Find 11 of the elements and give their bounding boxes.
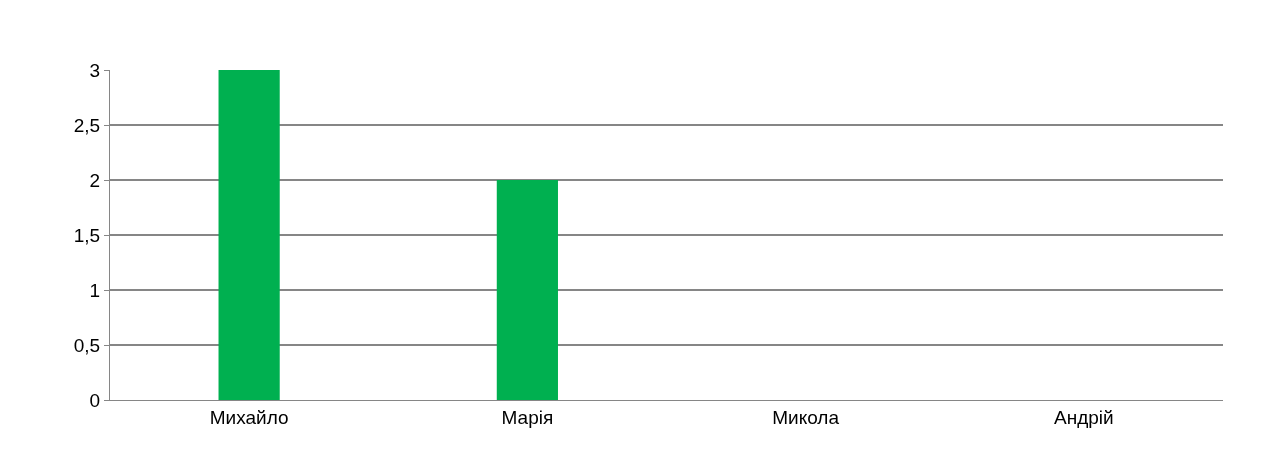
y-tick-label: 0,5: [73, 334, 101, 356]
y-tick-label: 2: [89, 169, 101, 191]
x-tick-label: Микола: [772, 406, 840, 428]
y-tick-label: 0: [89, 389, 101, 411]
x-tick-label: Михайло: [209, 406, 289, 428]
x-tick-label: Андрій: [1054, 406, 1114, 428]
y-tick-label: 3: [89, 59, 101, 81]
y-tick-label: 1: [89, 279, 101, 301]
y-tick-label: 1,5: [73, 224, 101, 246]
y-tick-label: 2,5: [73, 114, 101, 136]
x-tick-label: Марія: [501, 406, 554, 428]
